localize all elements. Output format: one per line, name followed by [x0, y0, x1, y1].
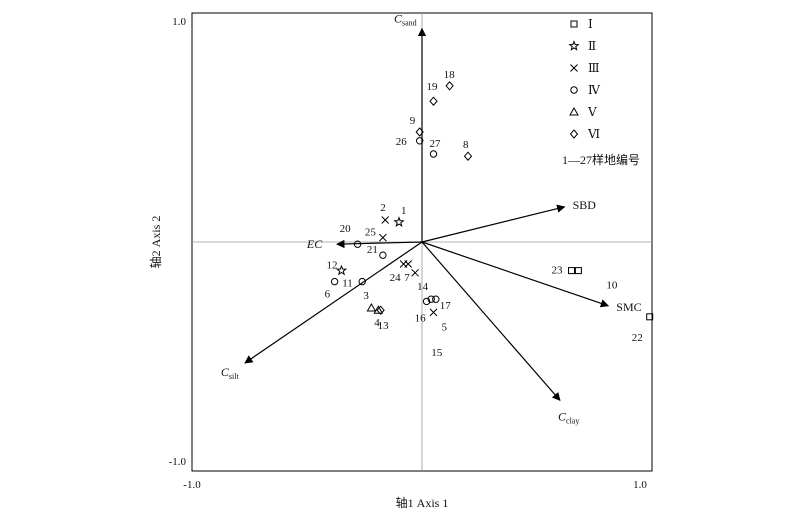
point-marker-10	[574, 267, 582, 275]
point-label-10: 10	[606, 280, 618, 292]
point-label-26: 26	[396, 136, 408, 148]
point-label-17: 17	[440, 300, 452, 312]
point-marker-27	[429, 150, 438, 158]
legend-label-5: Ⅴ	[587, 105, 597, 119]
point-marker-19	[429, 96, 438, 106]
vector-arrow-SMC	[421, 241, 610, 308]
point-marker-25	[379, 233, 387, 242]
point-marker-23	[568, 267, 575, 275]
point-marker-4	[373, 305, 384, 314]
point-label-24: 24	[390, 272, 402, 284]
legend-marker-2	[568, 40, 580, 51]
y-axis-label: 轴2 Axis 2	[148, 216, 163, 269]
y-tick-label: -1.0	[169, 456, 187, 468]
point-marker-22	[646, 313, 654, 321]
point-label-15: 15	[431, 347, 443, 359]
x-tick-label: 1.0	[633, 479, 647, 491]
vector-arrow-silt	[244, 241, 423, 364]
point-marker-14	[411, 268, 419, 277]
point-label-1: 1	[401, 205, 407, 217]
point-marker-17	[432, 295, 440, 303]
legend-label-1: Ⅰ	[588, 17, 593, 31]
vector-label-SBD: SBD	[573, 198, 597, 212]
legend: Ⅰ Ⅱ Ⅲ Ⅳ Ⅴ Ⅵ 1—27样地编号	[562, 17, 640, 167]
point-marker-5	[429, 308, 438, 317]
point-marker-3	[366, 302, 377, 312]
vector-label-EC: EC	[306, 237, 323, 251]
legend-marker-5	[569, 106, 579, 116]
point-label-5: 5	[442, 321, 448, 333]
vector-label-sand: Csand	[394, 12, 417, 28]
point-label-11: 11	[342, 278, 353, 290]
vector-label-clay: Cclay	[558, 409, 579, 425]
point-marker-1	[393, 216, 405, 227]
legend-marker-1	[570, 20, 578, 28]
environment-vectors: Csand SBD EC SMC Csilt Cclay	[221, 12, 642, 426]
point-label-6: 6	[325, 289, 331, 301]
point-marker-2	[381, 216, 390, 224]
point-marker-9	[415, 127, 424, 137]
point-label-27: 27	[430, 138, 442, 150]
x-tick-label: -1.0	[183, 479, 201, 491]
point-marker-6	[330, 277, 339, 286]
point-label-19: 19	[427, 81, 439, 93]
point-marker-20	[353, 240, 362, 248]
point-label-25: 25	[365, 227, 377, 239]
point-marker-26	[416, 137, 424, 145]
legend-label-3: Ⅲ	[588, 61, 600, 75]
point-label-14: 14	[417, 281, 429, 293]
vector-label-SMC: SMC	[616, 300, 641, 314]
point-marker-11	[358, 277, 366, 286]
vector-label-silt: Csilt	[221, 365, 240, 381]
point-marker-8	[463, 151, 473, 161]
vector-arrow-clay	[421, 241, 561, 402]
point-marker-16	[422, 297, 431, 306]
legend-marker-3	[570, 64, 578, 72]
legend-label-4: Ⅳ	[588, 83, 601, 97]
point-label-18: 18	[444, 69, 456, 81]
point-marker-21	[379, 251, 387, 259]
point-label-12: 12	[327, 260, 338, 272]
point-marker-18	[445, 81, 454, 91]
vector-arrow-EC	[336, 239, 423, 249]
axis-ticks: -1.0 1.0 1.0 -1.0	[169, 16, 648, 491]
point-marker-24	[399, 260, 408, 268]
legend-marker-4	[570, 86, 578, 94]
point-label-20: 20	[340, 223, 352, 235]
point-marker-13	[376, 305, 385, 315]
point-marker-12	[335, 264, 348, 276]
x-axis-label: 轴1 Axis 1	[396, 495, 449, 510]
point-label-22: 22	[632, 332, 643, 344]
legend-note: 1—27样地编号	[562, 152, 640, 167]
legend-label-6: Ⅵ	[587, 127, 600, 141]
point-label-9: 9	[410, 115, 416, 127]
point-label-21: 21	[367, 244, 378, 256]
point-marker-15	[427, 295, 435, 303]
point-label-4: 4	[374, 317, 380, 329]
point-label-16: 16	[415, 312, 427, 324]
point-label-23: 23	[552, 265, 564, 277]
legend-marker-6	[569, 129, 579, 139]
point-label-13: 13	[378, 320, 390, 332]
point-label-2: 2	[380, 202, 386, 214]
legend-label-2: Ⅱ	[588, 39, 596, 53]
point-label-8: 8	[463, 139, 469, 151]
point-label-7: 7	[404, 272, 410, 284]
vector-arrow-SBD	[421, 204, 566, 243]
y-tick-label: 1.0	[172, 16, 186, 28]
point-label-3: 3	[363, 290, 369, 302]
